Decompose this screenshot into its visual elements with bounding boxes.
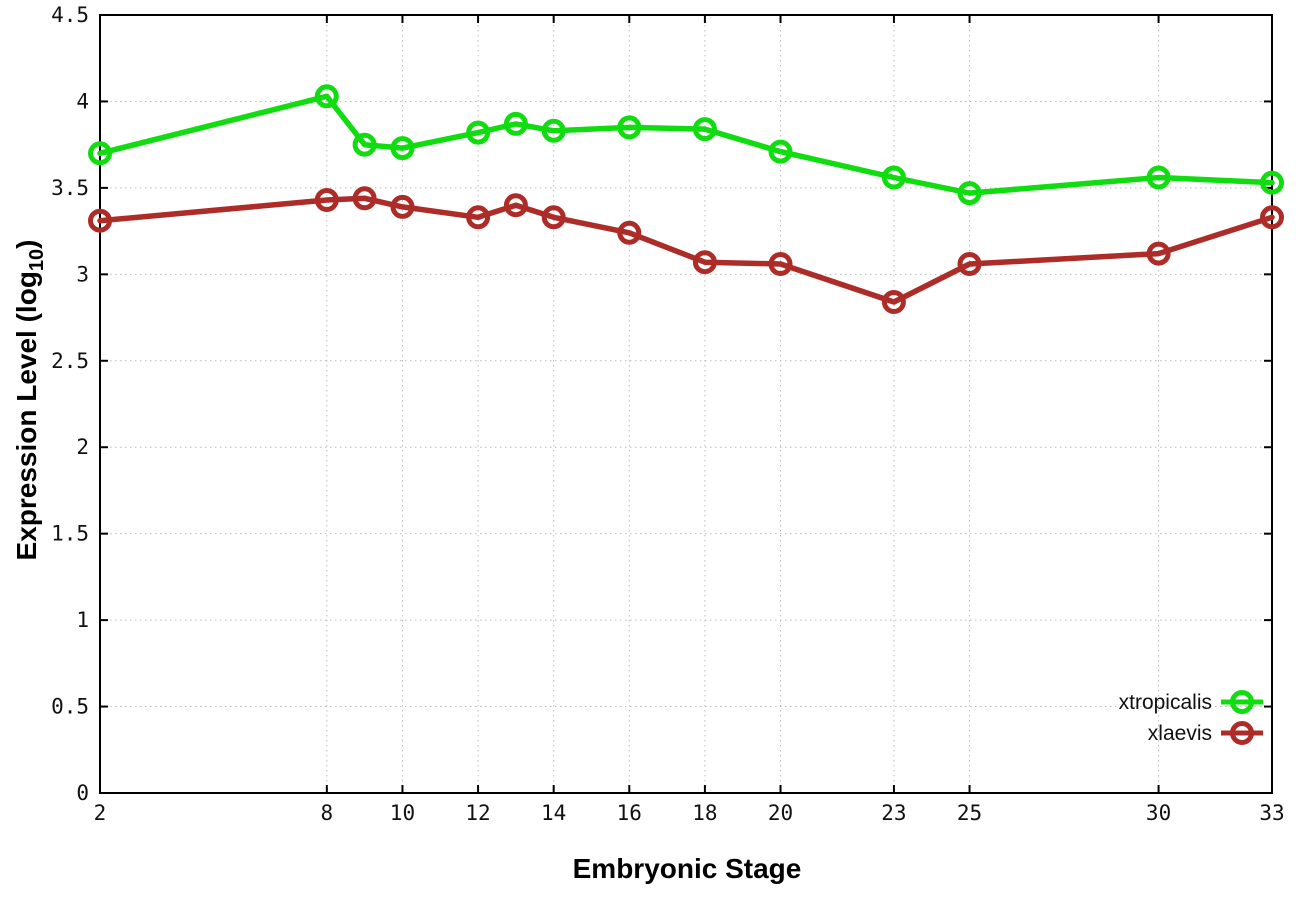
y-tick-label: 0 [76, 781, 89, 805]
y-tick-label: 1.5 [51, 522, 89, 546]
point-xlaevis-stage-9 [352, 186, 377, 211]
y-tick-label: 2 [76, 435, 89, 459]
point-xtropicalis-stage-33 [1260, 170, 1284, 195]
y-tick-label: 3.5 [51, 176, 89, 200]
series-xlaevis-line [97, 195, 1275, 305]
x-tick-label: 10 [390, 801, 415, 825]
point-xtropicalis-stage-18 [692, 117, 717, 142]
point-xlaevis-stage-18 [692, 250, 717, 275]
point-xlaevis-stage-23 [881, 290, 906, 314]
y-axis-title-prefix: Expression Level (log [11, 271, 42, 560]
x-tick-label: 14 [541, 801, 566, 825]
y-tick-label: 3 [76, 262, 89, 286]
x-tick-label: 25 [957, 801, 982, 825]
y-tick-label: 4 [76, 89, 89, 113]
point-xtropicalis-stage-2 [88, 141, 112, 166]
point-xlaevis-stage-8 [314, 188, 339, 212]
x-tick-label: 16 [617, 801, 642, 825]
point-xtropicalis-stage-10 [390, 136, 415, 161]
point-xlaevis-stage-14 [541, 205, 566, 230]
x-tick-label: 12 [465, 801, 490, 825]
legend-marker-xlaevis-icon [1230, 721, 1254, 745]
x-tick-label: 2 [94, 801, 107, 825]
legend-row-xlaevis: xlaevis [1148, 721, 1263, 745]
y-axis-title-subscript: 10 [26, 249, 48, 271]
series-xtropicalis-line [97, 93, 1275, 196]
point-xlaevis-stage-16 [617, 220, 642, 245]
point-xtropicalis-stage-14 [541, 118, 566, 143]
point-xtropicalis-stage-20 [768, 139, 793, 164]
y-tick-label: 4.5 [51, 3, 89, 27]
point-xlaevis-stage-13 [503, 193, 528, 218]
x-tick-label: 33 [1259, 801, 1284, 825]
y-axis-title: Expression Level (log10) [11, 240, 48, 561]
point-xtropicalis-stage-8 [314, 84, 339, 109]
legend: xtropicalis xlaevis [1119, 690, 1263, 745]
y-axis-title-suffix: ) [11, 240, 42, 249]
axis-ticks [99, 14, 1273, 794]
point-xtropicalis-stage-23 [881, 165, 906, 190]
point-xlaevis-stage-20 [768, 252, 793, 276]
point-xlaevis-stage-2 [88, 208, 112, 233]
point-xlaevis-stage-25 [957, 252, 982, 276]
x-tick-label: 8 [321, 801, 334, 825]
legend-marker-xtropicalis-icon [1230, 690, 1254, 714]
point-xlaevis-stage-30 [1146, 241, 1171, 266]
tick-labels: 2 8 10 12 14 16 18 20 23 25 30 33 0 0.5 1 1.5 2 2.5 3 3.5 4 4… [51, 3, 1285, 825]
x-tick-label: 23 [881, 801, 906, 825]
point-xtropicalis-stage-13 [503, 111, 528, 136]
point-xtropicalis-stage-25 [957, 181, 982, 206]
y-tick-label: 1 [76, 608, 89, 632]
legend-row-xtropicalis: xtropicalis [1119, 690, 1263, 714]
point-xtropicalis-stage-30 [1146, 165, 1171, 190]
y-tick-label: 0.5 [51, 695, 89, 719]
x-axis-title: Embryonic Stage [573, 853, 802, 884]
legend-label-xtropicalis: xtropicalis [1119, 691, 1212, 714]
point-xtropicalis-stage-9 [352, 132, 377, 157]
x-tick-label: 18 [692, 801, 717, 825]
point-xtropicalis-stage-16 [617, 115, 642, 140]
point-xlaevis-stage-12 [466, 205, 491, 230]
x-tick-label: 30 [1146, 801, 1171, 825]
grid-lines [99, 14, 1273, 794]
plot-border [99, 14, 1273, 794]
point-xlaevis-stage-10 [390, 194, 415, 219]
point-xlaevis-stage-33 [1260, 205, 1284, 230]
x-tick-label: 20 [768, 801, 793, 825]
legend-label-xlaevis: xlaevis [1148, 722, 1212, 745]
point-xtropicalis-stage-12 [466, 120, 491, 145]
data-series [88, 84, 1284, 314]
y-tick-label: 2.5 [51, 349, 89, 373]
